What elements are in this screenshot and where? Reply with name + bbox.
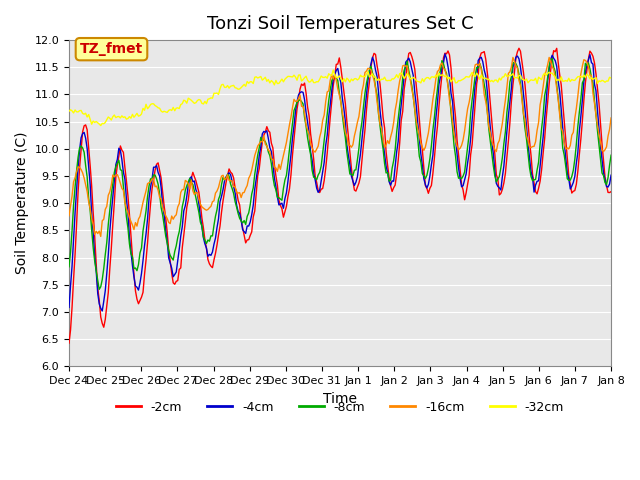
- Legend: -2cm, -4cm, -8cm, -16cm, -32cm: -2cm, -4cm, -8cm, -16cm, -32cm: [111, 396, 569, 419]
- Title: Tonzi Soil Temperatures Set C: Tonzi Soil Temperatures Set C: [207, 15, 474, 33]
- Y-axis label: Soil Temperature (C): Soil Temperature (C): [15, 132, 29, 275]
- Text: TZ_fmet: TZ_fmet: [80, 42, 143, 56]
- X-axis label: Time: Time: [323, 392, 357, 406]
